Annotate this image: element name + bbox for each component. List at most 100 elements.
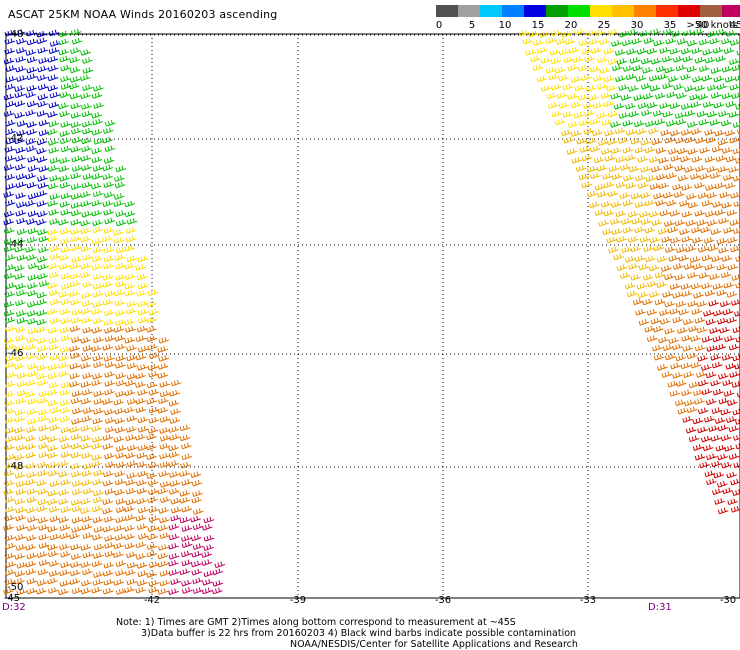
wind-barb	[583, 127, 595, 135]
wind-barb	[652, 110, 664, 117]
wind-barb	[202, 578, 213, 586]
wind-barb	[59, 91, 71, 99]
wind-barb	[3, 191, 14, 198]
wind-barb	[715, 444, 727, 452]
wind-barb	[126, 307, 137, 315]
wind-barb	[735, 336, 740, 343]
wind-barb	[146, 381, 158, 389]
wind-barb	[26, 38, 38, 46]
wind-barb	[158, 544, 169, 551]
wind-barb	[727, 498, 739, 506]
wind-barb	[71, 480, 83, 487]
wind-barb	[59, 137, 71, 145]
wind-barb	[58, 38, 70, 46]
wind-barb	[631, 37, 643, 45]
wind-barb	[27, 327, 39, 335]
wind-barb	[71, 526, 82, 533]
wind-barb	[47, 128, 58, 136]
wind-barb	[16, 75, 27, 82]
wind-barb	[93, 469, 105, 477]
wind-barb	[567, 64, 579, 72]
wind-barb	[654, 298, 666, 306]
legend-color-bar	[436, 5, 740, 17]
wind-barb	[48, 560, 60, 567]
wind-barb	[192, 523, 204, 531]
wind-barb	[735, 157, 740, 164]
wind-barb	[92, 579, 104, 586]
wind-barb	[47, 182, 59, 190]
wind-barb	[37, 100, 48, 108]
wind-barb	[15, 283, 26, 290]
wind-barb	[648, 264, 660, 272]
wind-barb	[722, 379, 733, 387]
wind-barb	[26, 587, 38, 595]
wind-barb	[26, 301, 38, 308]
wind-barb	[691, 308, 703, 315]
wind-barb	[102, 344, 114, 351]
wind-barb	[82, 568, 93, 576]
wind-barb	[91, 182, 102, 190]
wind-barb	[36, 318, 47, 326]
wind-barb	[71, 256, 83, 263]
wind-barb	[201, 551, 212, 558]
wind-barb	[536, 75, 548, 83]
wind-barb	[91, 586, 102, 594]
wind-barb	[93, 390, 104, 397]
wind-barb	[691, 156, 703, 163]
wind-barb	[660, 318, 671, 325]
wind-barb	[102, 173, 113, 181]
wind-barb	[38, 390, 50, 398]
wind-barb	[69, 345, 80, 352]
wind-barb	[518, 29, 530, 37]
wind-barb	[60, 550, 71, 558]
wind-barb	[27, 227, 39, 235]
wind-barb	[682, 416, 694, 423]
wind-barb	[25, 390, 36, 398]
wind-barb	[628, 165, 640, 173]
wind-barb	[47, 308, 58, 316]
wind-barb	[568, 47, 580, 54]
wind-barb	[735, 443, 740, 450]
wind-barb	[597, 190, 608, 198]
wind-barb	[159, 570, 171, 577]
wind-barb	[14, 91, 26, 99]
wind-barb	[717, 481, 728, 488]
wind-barb	[137, 506, 149, 514]
legend-unit-label: >50 knots	[686, 20, 738, 31]
wind-barb	[14, 363, 25, 370]
wind-barb	[191, 479, 203, 487]
wind-barb	[635, 128, 647, 135]
wind-barb	[58, 30, 70, 38]
wind-barb	[179, 424, 191, 432]
wind-barb	[3, 218, 14, 226]
wind-barb	[603, 48, 615, 55]
wind-barb	[571, 101, 582, 109]
wind-barb	[710, 379, 721, 387]
wind-barb	[59, 55, 71, 63]
wind-barb	[615, 181, 627, 189]
wind-barb	[4, 534, 16, 542]
wind-barb	[102, 200, 114, 207]
wind-barb	[93, 361, 104, 369]
wind-barb	[80, 498, 92, 505]
wind-barb	[60, 426, 72, 434]
wind-barb	[677, 327, 688, 334]
wind-barb	[26, 84, 38, 92]
wind-barb	[36, 551, 48, 558]
wind-barb	[650, 58, 662, 65]
wind-barb	[574, 28, 585, 36]
wind-barb	[621, 246, 632, 254]
wind-barb	[548, 73, 560, 81]
wind-barb	[125, 227, 137, 234]
wind-barb	[721, 202, 733, 209]
wind-barb	[115, 247, 127, 254]
wind-barb	[146, 571, 157, 578]
wind-barb	[630, 137, 641, 145]
wind-barb	[93, 543, 105, 551]
wind-barb	[731, 64, 740, 72]
wind-barb	[558, 74, 569, 82]
wind-barb	[126, 415, 138, 423]
wind-barb	[115, 262, 126, 270]
wind-barb	[728, 343, 740, 351]
wind-barb	[690, 101, 702, 108]
